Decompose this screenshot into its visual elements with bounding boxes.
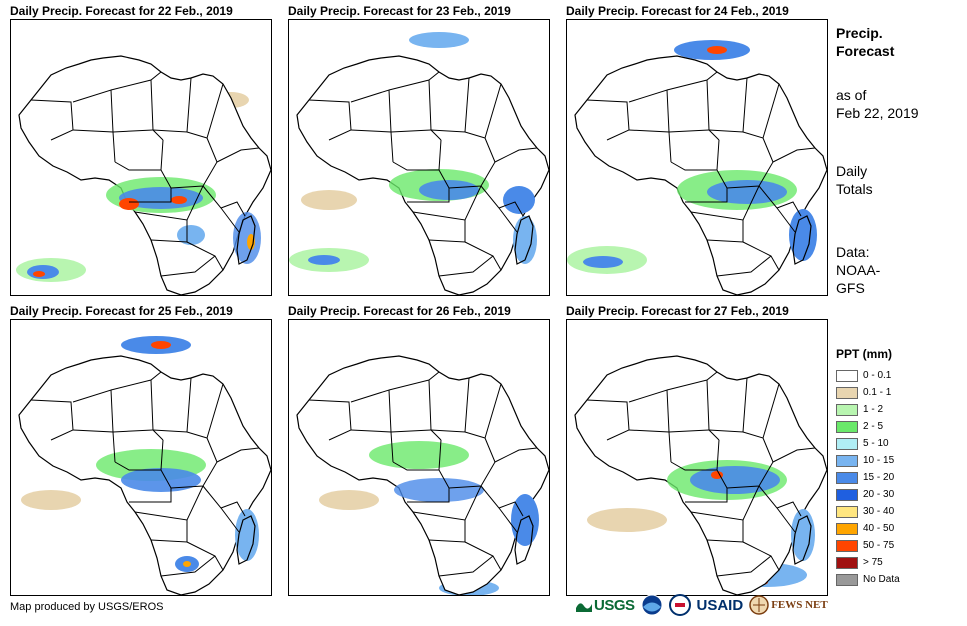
legend-swatch	[836, 505, 858, 518]
legend-item: 40 - 50	[836, 520, 961, 537]
legend-label: 40 - 50	[863, 523, 895, 534]
legend-swatch	[836, 471, 858, 484]
data-source: Data: NOAA- GFS	[836, 244, 881, 296]
legend-label: 0 - 0.1	[863, 370, 892, 381]
forecast-map	[566, 319, 828, 596]
forecast-map	[10, 19, 272, 296]
legend-swatch	[836, 403, 858, 416]
credit-text: Map produced by USGS/EROS	[10, 601, 164, 613]
panel-title: Daily Precip. Forecast for 23 Feb., 2019	[288, 4, 511, 18]
legend-label: 1 - 2	[863, 404, 884, 415]
usaid-seal-icon	[668, 594, 691, 616]
legend-item: 20 - 30	[836, 486, 961, 503]
legend-item: 15 - 20	[836, 469, 961, 486]
forecast-panel-5: Daily Precip. Forecast for 26 Feb., 2019	[288, 304, 550, 596]
forecast-panel-6: Daily Precip. Forecast for 27 Feb., 2019	[566, 304, 828, 596]
legend-item: 0.1 - 1	[836, 384, 961, 401]
legend-label: > 75	[863, 557, 883, 568]
legend-swatch	[836, 420, 858, 433]
legend-item: > 75	[836, 554, 961, 571]
legend-swatch	[836, 454, 858, 467]
forecast-panel-2: Daily Precip. Forecast for 23 Feb., 2019	[288, 4, 550, 296]
forecast-panel-4: Daily Precip. Forecast for 25 Feb., 2019	[10, 304, 272, 596]
legend-label: 10 - 15	[863, 455, 895, 466]
legend-item: 1 - 2	[836, 401, 961, 418]
panel-title: Daily Precip. Forecast for 24 Feb., 2019	[566, 4, 789, 18]
forecast-map	[566, 19, 828, 296]
legend-item: 0 - 0.1	[836, 367, 961, 384]
legend-label: 20 - 30	[863, 489, 895, 500]
legend-label: 30 - 40	[863, 506, 895, 517]
legend-item: 10 - 15	[836, 452, 961, 469]
legend-swatch	[836, 369, 858, 382]
forecast-panel-3: Daily Precip. Forecast for 24 Feb., 2019	[566, 4, 828, 296]
legend-label: 5 - 10	[863, 438, 889, 449]
legend-item: 5 - 10	[836, 435, 961, 452]
legend-item: No Data	[836, 571, 961, 588]
noaa-logo-icon	[641, 594, 663, 616]
legend-label: 0.1 - 1	[863, 387, 892, 398]
legend-swatch	[836, 386, 858, 399]
legend-swatch	[836, 522, 858, 535]
legend-swatch	[836, 556, 858, 569]
ppt-legend: PPT (mm) 0 - 0.1 0.1 - 1 1 - 2 2 - 5 5 - 10 1…	[836, 347, 961, 588]
panel-title: Daily Precip. Forecast for 22 Feb., 2019	[10, 4, 233, 18]
legend-swatch	[836, 539, 858, 552]
forecast-map	[10, 319, 272, 596]
as-of-date: as of Feb 22, 2019	[836, 87, 919, 121]
logo-strip: USGS USAID FEWS NET	[576, 594, 828, 616]
legend-label: 15 - 20	[863, 472, 895, 483]
usgs-wave-icon	[576, 603, 592, 612]
legend-label: No Data	[863, 574, 900, 585]
legend-swatch	[836, 488, 858, 501]
fews-net-logo: FEWS NET	[749, 595, 828, 615]
legend-label: 2 - 5	[863, 421, 884, 432]
legend-label: 50 - 75	[863, 540, 895, 551]
forecast-map	[288, 19, 550, 296]
fews-globe-icon	[749, 595, 769, 615]
panel-title: Daily Precip. Forecast for 26 Feb., 2019	[288, 304, 511, 318]
legend-item: 2 - 5	[836, 418, 961, 435]
info-heading: Precip. Forecast	[836, 25, 895, 59]
legend-swatch	[836, 573, 858, 586]
usaid-logo: USAID	[696, 596, 744, 614]
forecast-panel-1: Daily Precip. Forecast for 22 Feb., 2019	[10, 4, 272, 296]
legend-item: 30 - 40	[836, 503, 961, 520]
legend-swatch	[836, 437, 858, 450]
panel-title: Daily Precip. Forecast for 27 Feb., 2019	[566, 304, 789, 318]
forecast-map	[288, 319, 550, 596]
legend-item: 50 - 75	[836, 537, 961, 554]
usgs-logo: USGS	[576, 597, 635, 614]
panel-title: Daily Precip. Forecast for 25 Feb., 2019	[10, 304, 233, 318]
legend-title: PPT (mm)	[836, 347, 893, 361]
totals-note: Daily Totals	[836, 163, 873, 197]
